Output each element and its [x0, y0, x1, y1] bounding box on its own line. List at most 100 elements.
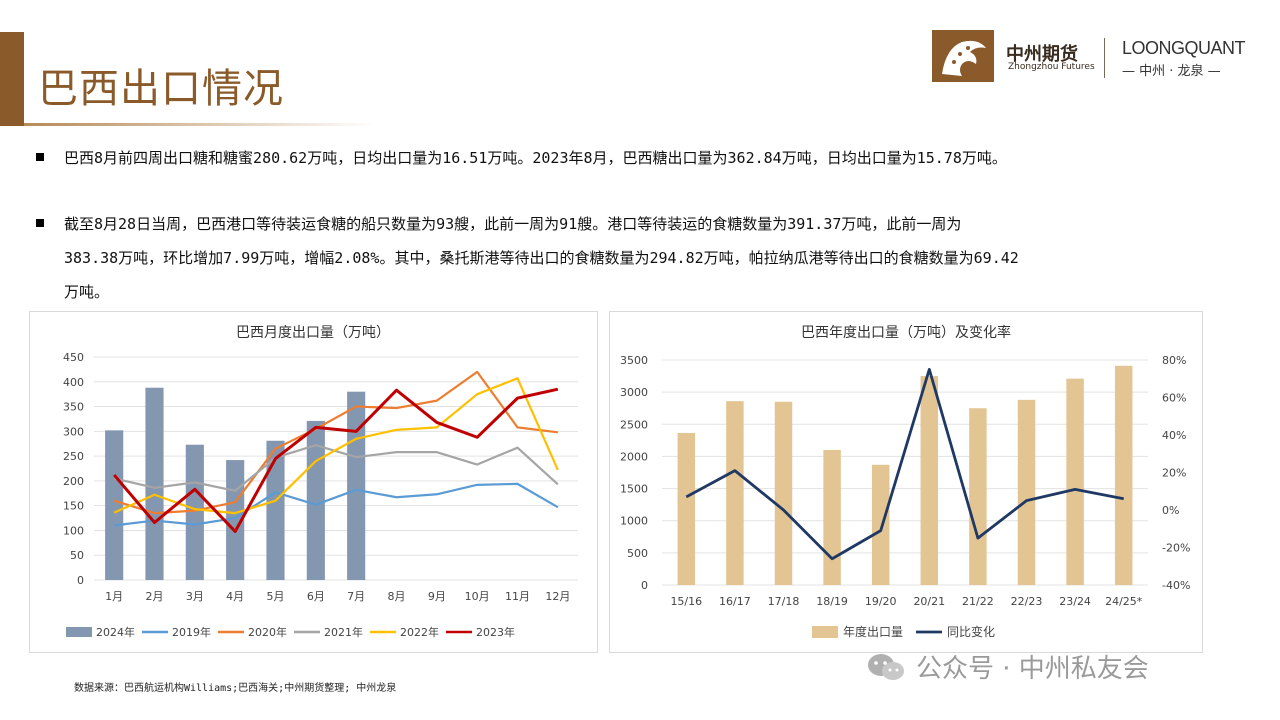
x-tick-label: 1月: [105, 590, 123, 603]
bar-annual-export: [871, 464, 890, 585]
x-tick-label: 16/17: [719, 595, 751, 608]
series-line-2020年: [113, 370, 558, 515]
x-tick-label: 24/25*: [1105, 595, 1143, 608]
y-tick-label: 0: [641, 579, 648, 592]
x-tick-label: 15/16: [670, 595, 702, 608]
bar-annual-export: [920, 376, 939, 585]
bullet-2-text: 截至8月28日当周，巴西港口等待装运食糖的船只数量为93艘，此前一周为91艘。港…: [64, 207, 1224, 309]
watermark-text: 公众号 · 中州私友会: [916, 654, 1149, 684]
legend-label: 2023年: [476, 625, 515, 639]
legend-label: 2020年: [248, 625, 287, 639]
y-tick-label: 100: [63, 524, 84, 537]
bar-2024: [105, 430, 124, 580]
y-tick-label: 450: [63, 351, 84, 364]
bar-2024: [306, 420, 325, 580]
y-tick-label: 2000: [620, 450, 648, 463]
bullet-1-text: 巴西8月前四周出口糖和糖蜜280.62万吨，日均出口量为16.51万吨。2023…: [64, 141, 1224, 175]
wechat-icon: [866, 652, 906, 682]
y2-tick-label: -20%: [1162, 542, 1190, 555]
legend-label: 2019年: [172, 625, 211, 639]
x-tick-label: 11月: [505, 590, 530, 603]
legend-label: 2022年: [400, 625, 439, 639]
bullet-2-marker: [36, 219, 44, 227]
y-tick-label: 50: [70, 549, 84, 562]
bar-annual-export: [1066, 378, 1084, 585]
y-tick-label: 300: [63, 425, 84, 438]
bullet-2-line-2: 383.38万吨，环比增加7.99万吨，增幅2.08%。其中，桑托斯港等待出口的…: [64, 249, 1019, 267]
page-title: 巴西出口情况: [38, 66, 284, 112]
bar-annual-export: [969, 408, 987, 585]
bar-annual-export: [823, 450, 841, 585]
y2-tick-label: -40%: [1162, 579, 1190, 592]
x-tick-label: 7月: [347, 590, 365, 603]
y-tick-label: 3000: [620, 386, 648, 399]
legend-label: 年度出口量: [843, 624, 903, 639]
y2-tick-label: 60%: [1162, 392, 1186, 405]
bar-2024: [185, 444, 204, 580]
legend-label: 2021年: [324, 625, 363, 639]
y-tick-label: 500: [627, 547, 648, 560]
bar-annual-export: [1114, 365, 1133, 585]
bar-2024: [145, 387, 164, 580]
y-tick-label: 1000: [620, 515, 648, 528]
y-tick-label: 3500: [620, 354, 648, 367]
y2-tick-label: 0%: [1162, 504, 1179, 517]
partner-logo-cn: — 中州 · 龙泉 —: [1122, 64, 1221, 79]
y2-tick-label: 40%: [1162, 429, 1186, 442]
legend-label: 2024年: [96, 625, 135, 639]
legend-swatch: [66, 627, 92, 637]
series-line-2019年: [114, 482, 559, 527]
logo-name-cn: 中州期货: [1006, 44, 1078, 65]
x-tick-label: 18/19: [816, 595, 848, 608]
y-tick-label: 200: [63, 475, 84, 488]
bar-annual-export: [774, 401, 793, 585]
x-tick-label: 20/21: [913, 595, 945, 608]
bullet-1-line: 巴西8月前四周出口糖和糖蜜280.62万吨，日均出口量为16.51万吨。2023…: [64, 149, 1007, 167]
x-tick-label: 3月: [186, 590, 204, 603]
zhongzhou-logo-icon: [932, 30, 994, 82]
series-line-2023年: [113, 387, 559, 533]
title-underline: [24, 123, 376, 126]
y-tick-label: 1500: [620, 483, 648, 496]
bullet-2-line-1: 截至8月28日当周，巴西港口等待装运食糖的船只数量为93艘，此前一周为91艘。港…: [64, 215, 962, 233]
title-accent-bar: [0, 32, 24, 126]
bar-2024: [347, 391, 366, 580]
x-tick-label: 12月: [545, 590, 570, 603]
data-source-note: 数据来源：巴西航运机构Williams;巴西海关;中州期货整理; 中州龙泉: [74, 683, 397, 694]
legend-label: 同比变化: [947, 624, 995, 639]
y-tick-label: 2500: [620, 418, 648, 431]
logo-name-en: Zhongzhou Futures: [1008, 62, 1095, 72]
x-tick-label: 21/22: [962, 595, 994, 608]
y-tick-label: 400: [63, 376, 84, 389]
y-tick-label: 0: [77, 574, 84, 587]
chart-title: 巴西年度出口量（万吨）及变化率: [801, 324, 1011, 341]
bullet-1-marker: [36, 153, 44, 161]
x-tick-label: 22/23: [1011, 595, 1043, 608]
bar-annual-export: [1017, 399, 1036, 585]
monthly-export-chart: 巴西月度出口量（万吨） 0 50 100 150 200 250 300 350 400 450 1月…: [63, 325, 578, 639]
y-tick-label: 250: [63, 450, 84, 463]
y-tick-label: 350: [63, 401, 84, 414]
x-tick-label: 5月: [267, 590, 285, 603]
annual-chart-panel: 巴西年度出口量（万吨）及变化率 0 500 1000 1500 2000 2500 3000 3…: [609, 311, 1203, 653]
partner-logo-en: LOONGQUANT: [1122, 38, 1246, 58]
x-tick-label: 2月: [146, 590, 164, 603]
x-tick-label: 17/18: [768, 595, 800, 608]
annual-export-chart: 巴西年度出口量（万吨）及变化率 0 500 1000 1500 2000 2500 3000 3…: [620, 324, 1190, 639]
bullet-2-line-3: 万吨。: [64, 283, 110, 301]
y-tick-label: 150: [63, 500, 84, 513]
x-tick-label: 6月: [307, 590, 325, 603]
x-tick-label: 23/24: [1059, 595, 1091, 608]
series-line-yoy: [685, 367, 1124, 561]
x-tick-label: 19/20: [865, 595, 897, 608]
x-tick-label: 8月: [388, 590, 406, 603]
x-tick-label: 10月: [465, 590, 490, 603]
bar-2024: [266, 440, 285, 580]
bar-annual-export: [726, 401, 744, 585]
bar-annual-export: [677, 432, 696, 585]
series-line-2022年: [113, 377, 559, 515]
logo-divider: [1104, 38, 1105, 78]
legend-swatch: [812, 626, 838, 638]
x-tick-label: 4月: [226, 590, 244, 603]
y2-tick-label: 20%: [1162, 467, 1186, 480]
